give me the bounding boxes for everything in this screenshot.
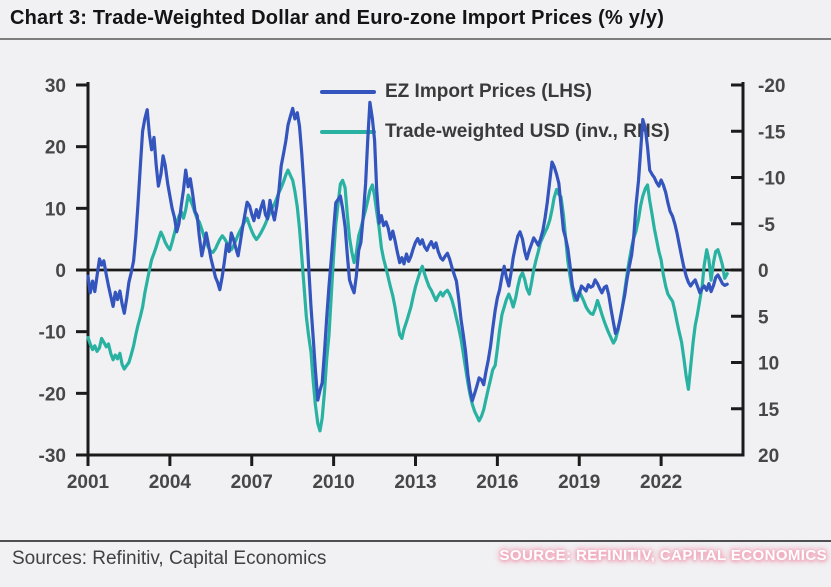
x-axis-tick-label: 2022 [640,472,682,493]
left-axis-tick-label: 20 [45,138,66,159]
series-line-trade-weighted-usd [86,168,729,433]
right-axis-tick-label: 5 [758,307,769,328]
watermark-text: SOURCE: REFINITIV, CAPITAL ECONOMICS [499,547,827,564]
x-axis-tick-label: 2016 [476,472,518,493]
legend-item-ez-import-prices: EZ Import Prices (LHS) [320,81,592,103]
right-axis-tick-label: 10 [758,354,779,375]
x-axis-tick-label: 2019 [558,472,600,493]
left-axis-tick-label: 30 [45,76,66,97]
chart-title: Chart 3: Trade-Weighted Dollar and Euro-… [10,7,665,29]
left-axis-tick-label: -30 [39,446,66,467]
right-axis-tick-label: 20 [758,446,779,467]
left-axis-tick-label: -10 [39,323,66,344]
left-axis-tick-label: 10 [45,199,66,220]
legend-swatch-teal [320,130,376,134]
legend-swatch-blue [320,90,376,94]
series-line-ez-import-prices [86,100,729,403]
legend-item-trade-weighted-usd: Trade-weighted USD (inv., RHS) [320,121,670,143]
right-axis-tick-label: -5 [758,215,775,236]
right-axis-tick-label: 15 [758,400,780,421]
x-axis-tick-label: 2010 [312,472,354,493]
right-axis-tick-label: -10 [758,169,785,190]
right-axis-tick-label: -15 [758,122,786,143]
x-axis-tick-label: 2004 [149,472,192,493]
left-axis-tick-label: -20 [39,384,66,405]
legend-label: EZ Import Prices (LHS) [385,81,592,102]
x-axis-tick-label: 2007 [231,472,273,493]
title-divider-line [0,38,831,40]
legend-label: Trade-weighted USD (inv., RHS) [385,121,670,142]
right-axis-tick-label: -20 [758,76,785,97]
sources-text: Sources: Refinitiv, Capital Economics [12,548,327,569]
x-axis-tick-label: 2013 [394,472,436,493]
x-axis-tick-label: 2001 [67,472,110,493]
left-axis-tick-label: 0 [55,261,66,282]
right-axis-tick-label: 0 [758,261,769,282]
footer-divider-line [0,540,831,542]
